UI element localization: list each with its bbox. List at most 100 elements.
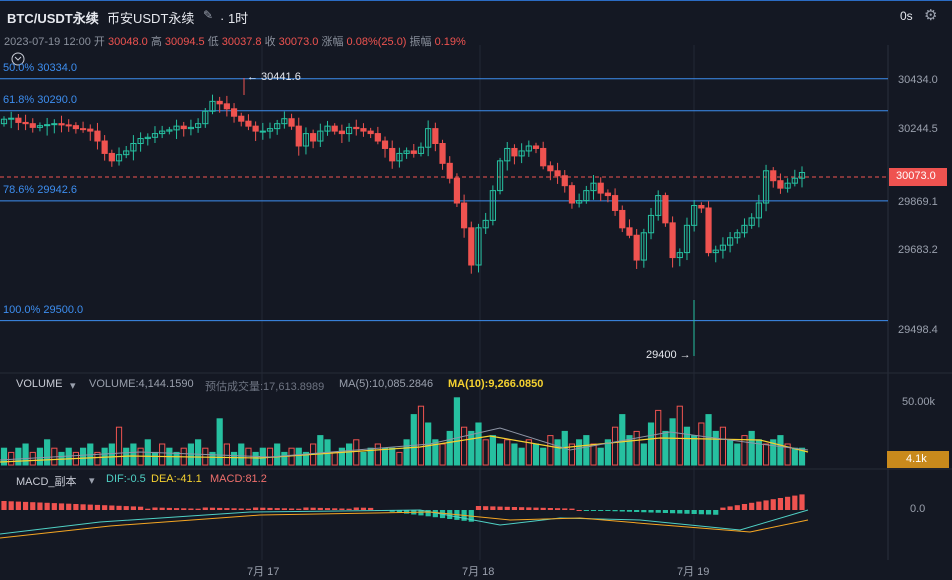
candle-body	[417, 146, 425, 154]
candle-body	[719, 244, 727, 251]
current-price-value: 30073.0	[896, 170, 936, 182]
volume-bar	[554, 439, 561, 466]
volume-bar	[345, 443, 353, 466]
macd-histogram-bar	[576, 510, 582, 511]
macd-histogram-bar	[238, 508, 244, 510]
candle-body	[8, 117, 15, 120]
volume-bar	[209, 451, 216, 466]
macd-histogram-bar	[799, 494, 805, 510]
candle-body	[669, 222, 676, 259]
candle-body	[381, 140, 389, 149]
volume-bar	[295, 447, 302, 466]
candle-body	[597, 182, 604, 194]
macd-histogram-bar	[360, 507, 367, 510]
open-label: 开	[93, 36, 105, 48]
macd-histogram-bar	[324, 508, 331, 510]
candle-body	[195, 123, 202, 128]
volume-bar	[698, 422, 705, 466]
macd-histogram-bar	[15, 501, 21, 510]
candle-body	[633, 234, 640, 261]
volume-bar	[611, 426, 619, 466]
macd-histogram-bar	[253, 507, 259, 510]
candle-body	[353, 126, 360, 130]
candle-body	[425, 128, 432, 148]
timeframe-value[interactable]: 1时	[227, 11, 249, 26]
volume-bar	[712, 430, 719, 466]
candle-body	[108, 152, 115, 162]
volume-bar	[338, 447, 345, 466]
candle-body	[238, 115, 245, 122]
candle-body	[540, 147, 547, 167]
candle-body	[691, 204, 698, 226]
candle-body	[144, 136, 151, 140]
volume-bar	[461, 426, 468, 466]
volume-bar	[496, 443, 504, 466]
macd-histogram-bar	[66, 503, 72, 510]
candle-body	[396, 152, 403, 162]
macd-histogram-bar	[655, 510, 661, 513]
edit-icon[interactable]: ✎	[203, 8, 214, 22]
timeframe-label[interactable]: · 1时	[220, 11, 249, 26]
candle-body	[784, 182, 791, 189]
high-label: 高	[150, 36, 162, 48]
macd-histogram-bar	[770, 499, 776, 510]
date-axis-tick: 7月 18	[462, 566, 495, 578]
macd-histogram-bar	[209, 507, 216, 510]
volume-bar	[353, 439, 360, 466]
candle-body	[468, 227, 475, 266]
macd-histogram-bar	[44, 502, 50, 510]
macd-dea-line	[0, 511, 809, 539]
date-axis-tick: 7月 17	[247, 566, 280, 578]
fib-level-label: 50.0% 30334.0	[3, 61, 78, 74]
macd-histogram-bar	[698, 510, 704, 515]
candle-body	[130, 143, 137, 152]
macd-histogram-bar	[662, 510, 669, 513]
candle-body	[798, 172, 806, 179]
macd-dif: DIF:-0.5	[106, 473, 146, 485]
candle-body	[173, 125, 180, 131]
volume-bar	[94, 451, 101, 466]
volume-bar	[683, 426, 691, 466]
macd-histogram-bar	[684, 510, 690, 514]
macd-histogram-bar	[159, 507, 165, 510]
volume-bar	[734, 443, 741, 466]
volume-bar	[173, 451, 180, 466]
macd-histogram-bar	[641, 510, 647, 513]
macd-histogram-bar	[22, 501, 29, 510]
candle-body	[51, 123, 58, 126]
macd-histogram-bar	[58, 503, 65, 510]
macd-histogram-bar	[260, 507, 266, 510]
change-label: 涨幅	[321, 36, 344, 48]
macd-histogram-bar	[626, 510, 633, 512]
volume-current-tag	[887, 451, 949, 468]
candle-body	[202, 110, 209, 125]
volume-bar	[36, 447, 44, 466]
candle-body	[475, 227, 482, 266]
macd-histogram-bar	[339, 508, 345, 510]
candle-body	[94, 130, 101, 142]
candle-body	[223, 103, 230, 110]
volume-bar	[633, 430, 640, 466]
macd-histogram-bar	[432, 510, 438, 518]
candle-body	[518, 150, 525, 157]
candle-body	[58, 123, 65, 126]
volume-bar	[15, 447, 22, 466]
candle-body	[374, 133, 381, 142]
macd-histogram-bar	[425, 510, 431, 517]
volume-bar	[288, 447, 295, 466]
symbol-title[interactable]: BTC/USDT永续	[7, 11, 99, 26]
dropdown-icon: ▾	[89, 475, 95, 487]
macd-histogram-bar	[51, 503, 57, 510]
macd-histogram-bar	[288, 508, 295, 510]
candle-body	[561, 175, 568, 187]
high-value: 30094.5	[164, 36, 205, 48]
volume-current-value: 4.1k	[906, 453, 927, 465]
amplitude-label: 振幅	[409, 36, 432, 48]
volume-bar	[504, 439, 511, 466]
instrument-label[interactable]: 币安USDT永续	[107, 11, 195, 26]
macd-histogram-bar	[30, 502, 36, 510]
gear-icon[interactable]: ⚙	[924, 7, 938, 24]
candle-body	[446, 162, 453, 179]
candle-body	[525, 145, 532, 152]
